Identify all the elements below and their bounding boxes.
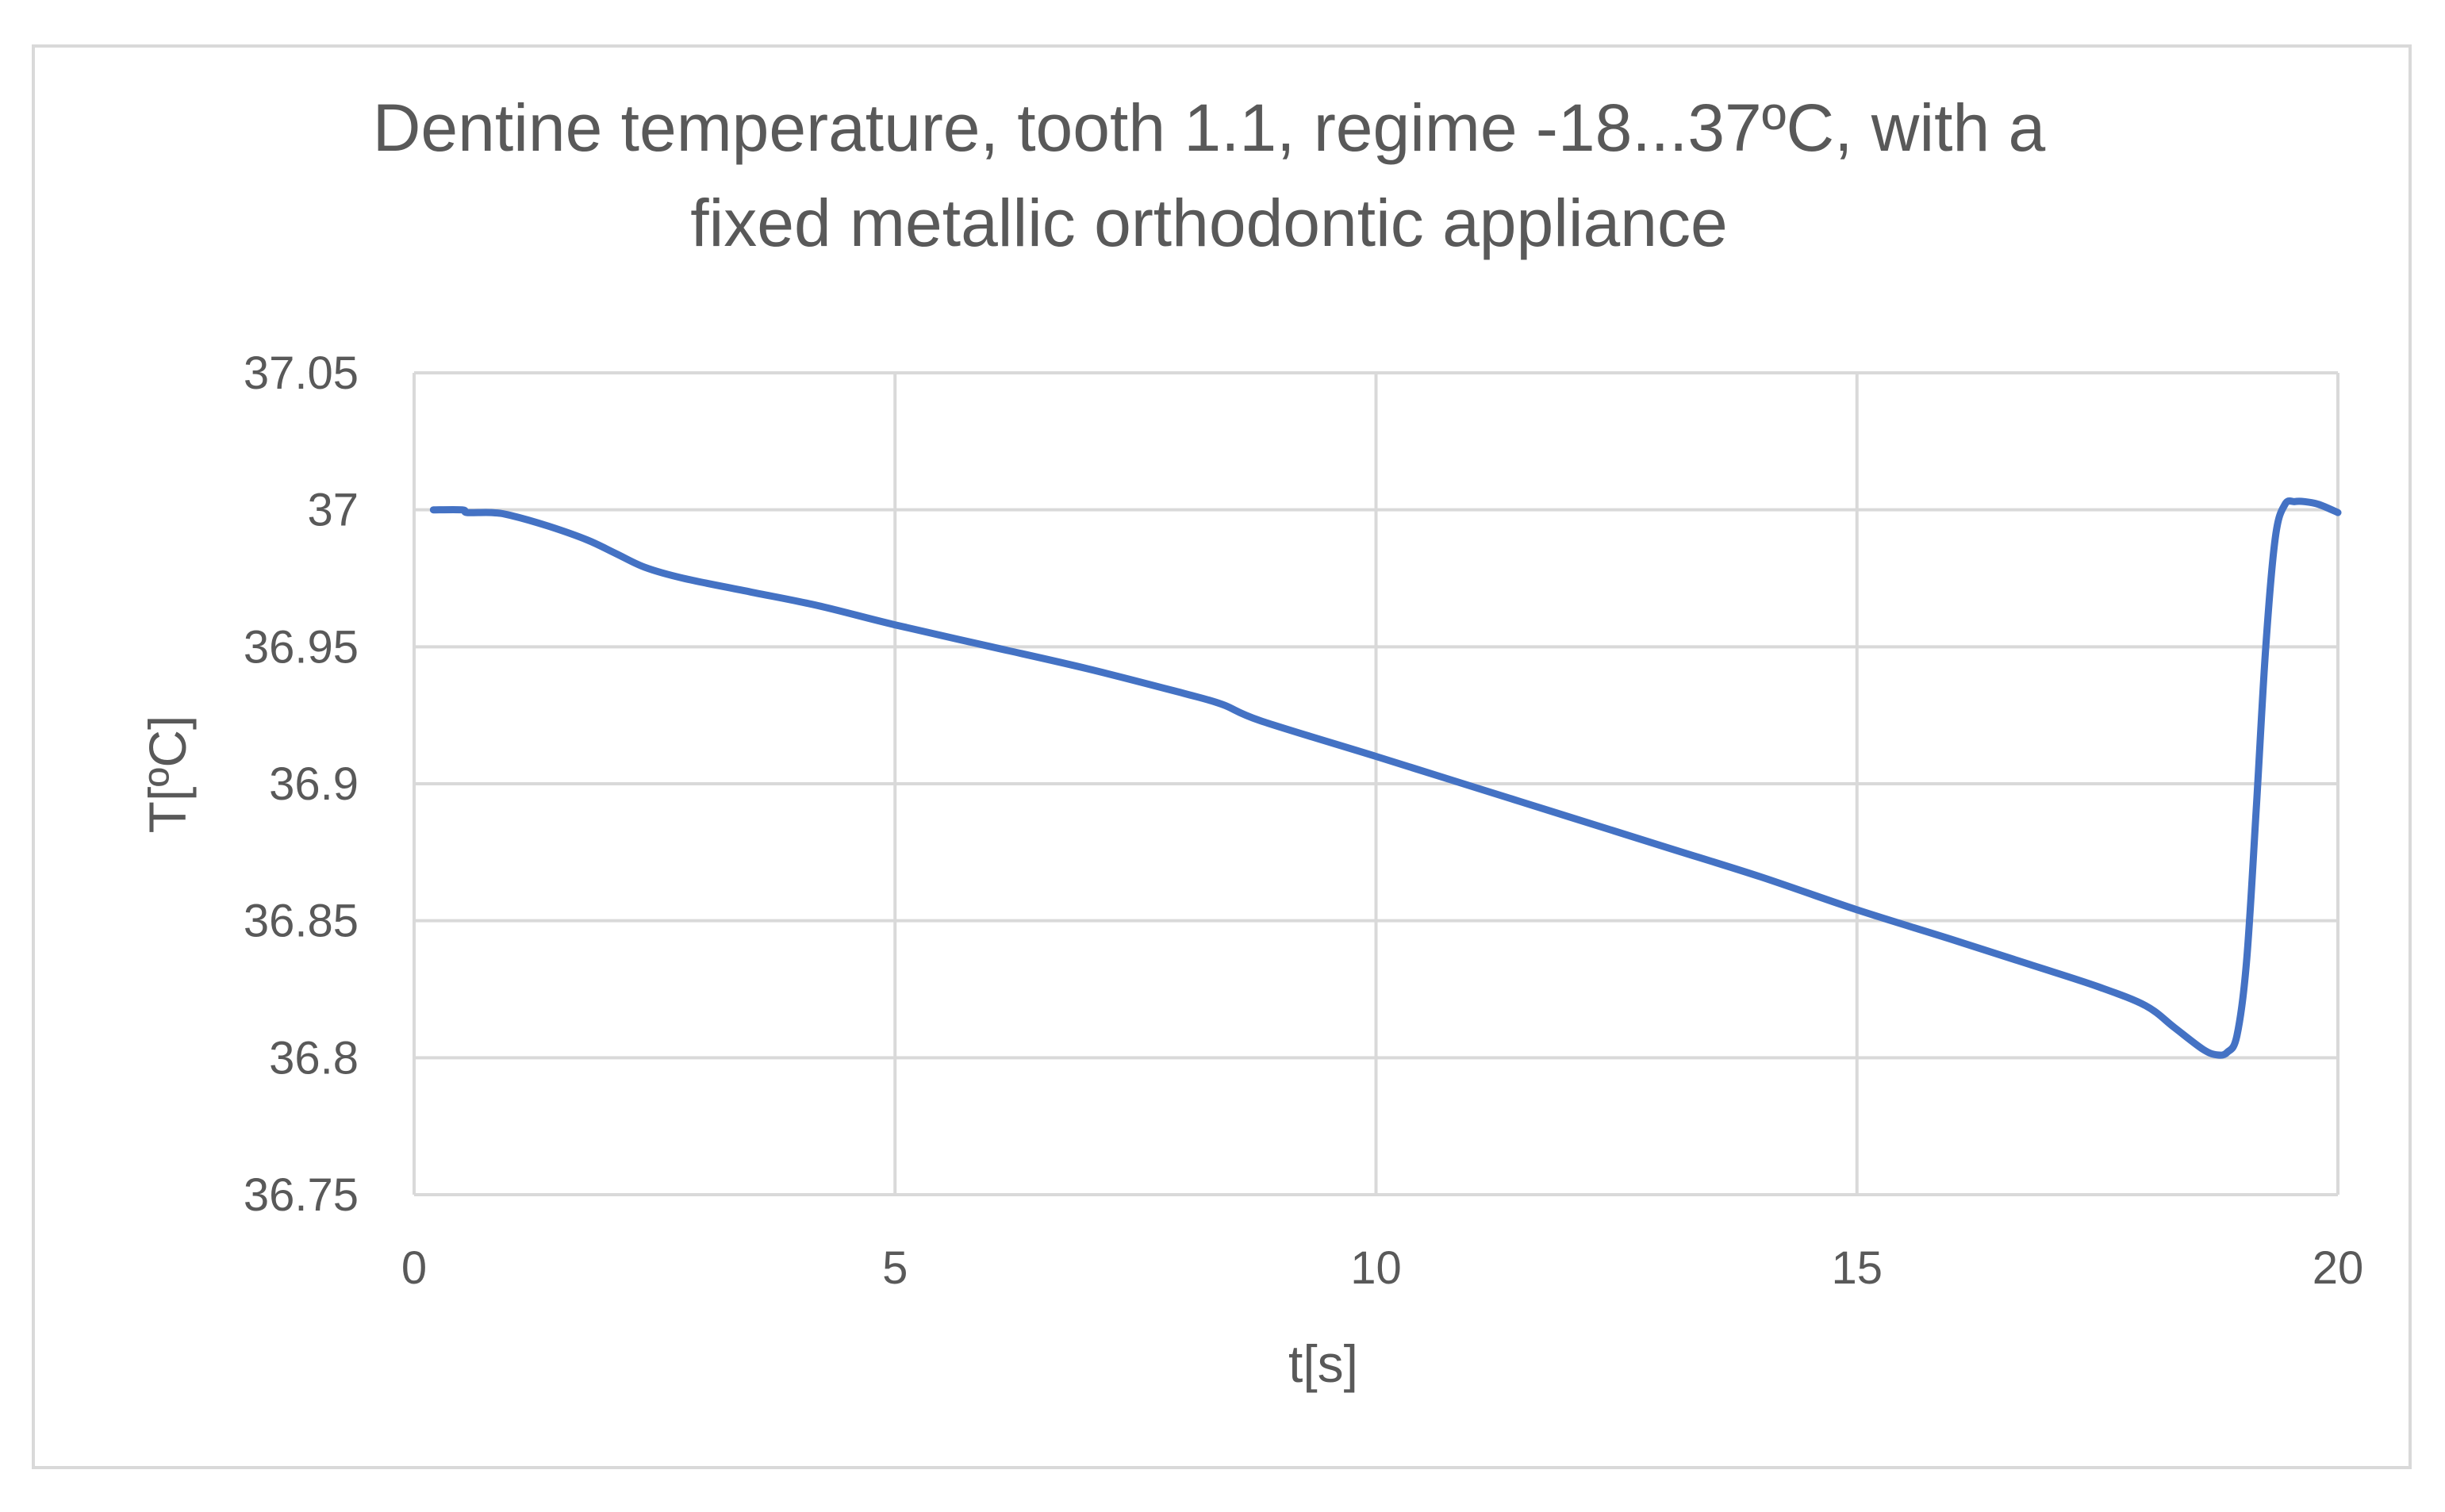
chart-frame: Dentine temperature, tooth 1.1, regime -… bbox=[32, 44, 2412, 1469]
x-axis-title: t[s] bbox=[1288, 1334, 1358, 1393]
x-tick-label: 10 bbox=[1350, 1242, 1402, 1294]
y-tick-label: 36.9 bbox=[269, 758, 359, 810]
y-tick-label: 37 bbox=[307, 485, 359, 536]
axes bbox=[413, 373, 2338, 1196]
line-chart: Dentine temperature, tooth 1.1, regime -… bbox=[138, 90, 2363, 1393]
x-tick-label: 0 bbox=[401, 1242, 427, 1294]
chart-title-line-1: Dentine temperature, tooth 1.1, regime -… bbox=[373, 90, 2046, 165]
y-tick-label: 37.05 bbox=[244, 347, 359, 399]
tick-labels: 36.75 36.8 36.85 36.9 36.95 37 37.05 0 5 10 15 20 bbox=[244, 347, 2363, 1294]
series-line bbox=[429, 497, 2342, 1059]
chart-title-line-2: fixed metallic orthodontic appliance bbox=[690, 186, 1727, 260]
x-tick-label: 5 bbox=[882, 1242, 908, 1294]
y-tick-label: 36.8 bbox=[269, 1032, 359, 1084]
y-tick-label: 36.85 bbox=[244, 896, 359, 947]
y-tick-label: 36.75 bbox=[244, 1169, 359, 1221]
x-tick-label: 15 bbox=[1831, 1242, 1883, 1294]
gridlines bbox=[413, 371, 2339, 1196]
series-layer bbox=[429, 497, 2342, 1059]
y-tick-label: 36.95 bbox=[244, 621, 359, 673]
x-tick-label: 20 bbox=[2313, 1242, 2364, 1294]
y-axis-title: T[ºC] bbox=[138, 716, 197, 834]
